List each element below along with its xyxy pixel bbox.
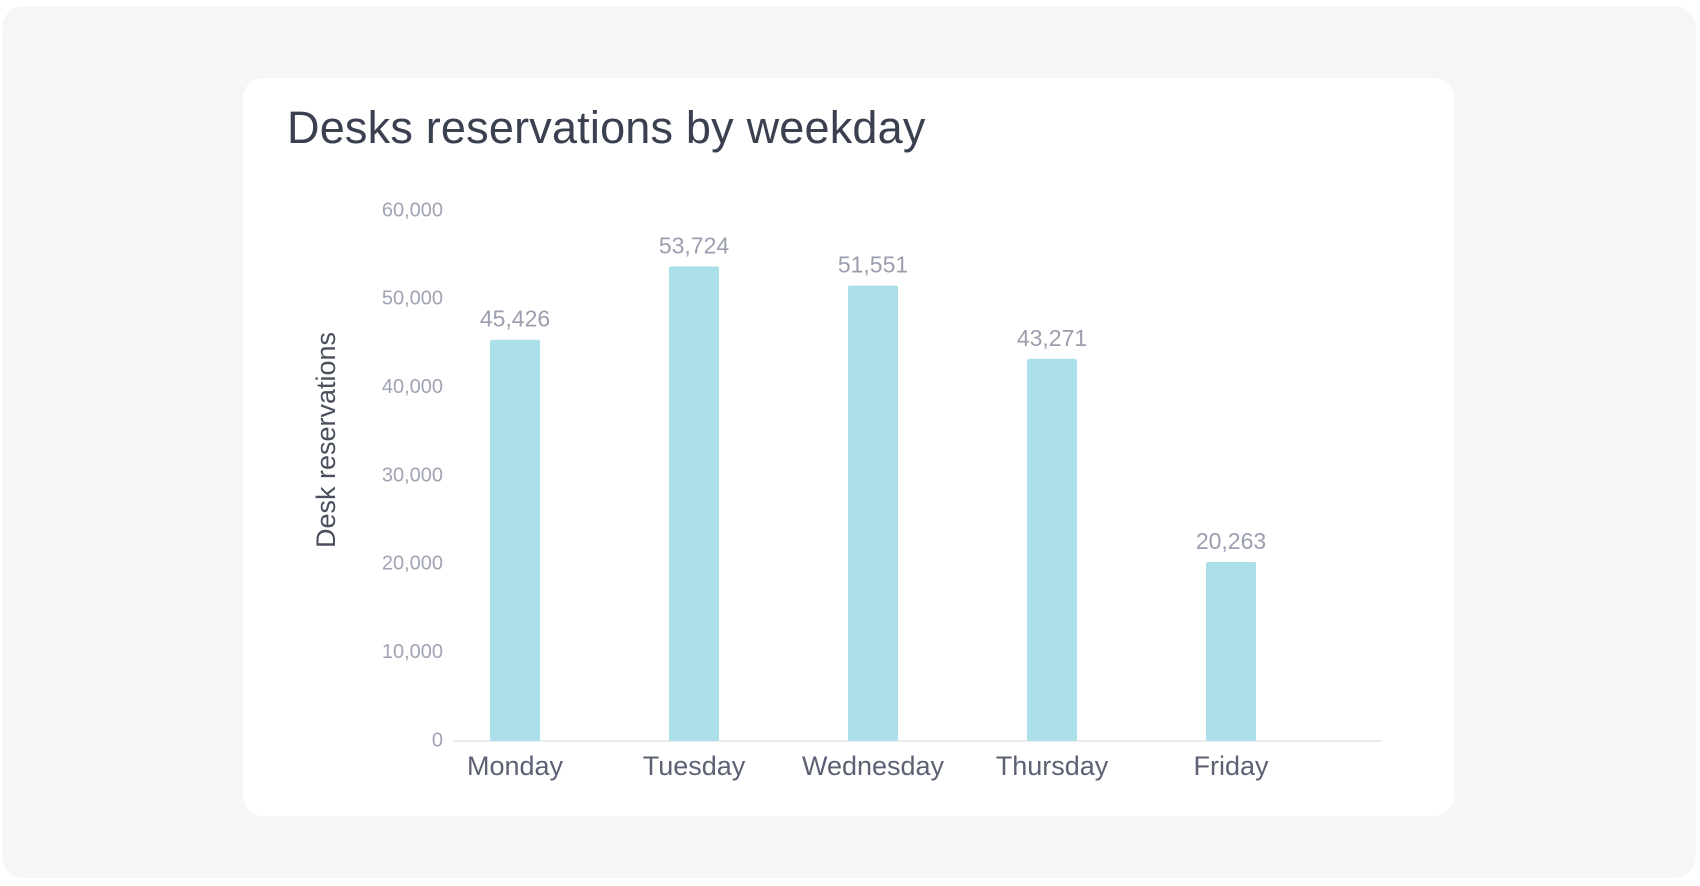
bar-friday [1206, 562, 1256, 741]
y-tick-label: 60,000 [382, 199, 443, 221]
y-tick-label: 10,000 [382, 641, 443, 663]
data-label-wednesday: 51,551 [838, 252, 908, 278]
y-tick-label: 0 [432, 729, 443, 751]
bar-tuesday [669, 266, 719, 741]
x-tick-label-tuesday: Tuesday [643, 751, 746, 781]
data-label-monday: 45,426 [480, 306, 550, 332]
bar-series [490, 266, 1256, 741]
x-tick-label-thursday: Thursday [996, 751, 1109, 781]
y-tick-label: 30,000 [382, 464, 443, 486]
y-axis-title: Desk reservations [311, 332, 341, 548]
y-tick-label: 20,000 [382, 553, 443, 575]
chart-card: Desks reservations by weekday Desk reser… [243, 78, 1454, 816]
x-tick-label-friday: Friday [1193, 751, 1269, 781]
chart-title: Desks reservations by weekday [287, 102, 926, 153]
bar-chart: Desk reservations 0 10,000 20,000 30,000 40,… [311, 199, 1382, 781]
y-tick-label: 50,000 [382, 288, 443, 310]
bar-monday [490, 339, 540, 741]
data-label-tuesday: 53,724 [659, 232, 730, 258]
y-tick-label: 40,000 [382, 376, 443, 398]
x-axis-labels: Monday Tuesday Wednesday Thursday Friday [467, 751, 1269, 781]
y-axis-ticks: 0 10,000 20,000 30,000 40,000 50,000 60,000 [382, 199, 443, 751]
data-label-friday: 20,263 [1196, 528, 1266, 554]
x-tick-label-monday: Monday [467, 751, 564, 781]
data-labels: 45,426 53,724 51,551 43,271 20,263 [480, 232, 1266, 554]
bar-thursday [1027, 358, 1077, 741]
data-label-thursday: 43,271 [1017, 325, 1087, 351]
bar-wednesday [848, 285, 898, 741]
x-tick-label-wednesday: Wednesday [802, 751, 945, 781]
